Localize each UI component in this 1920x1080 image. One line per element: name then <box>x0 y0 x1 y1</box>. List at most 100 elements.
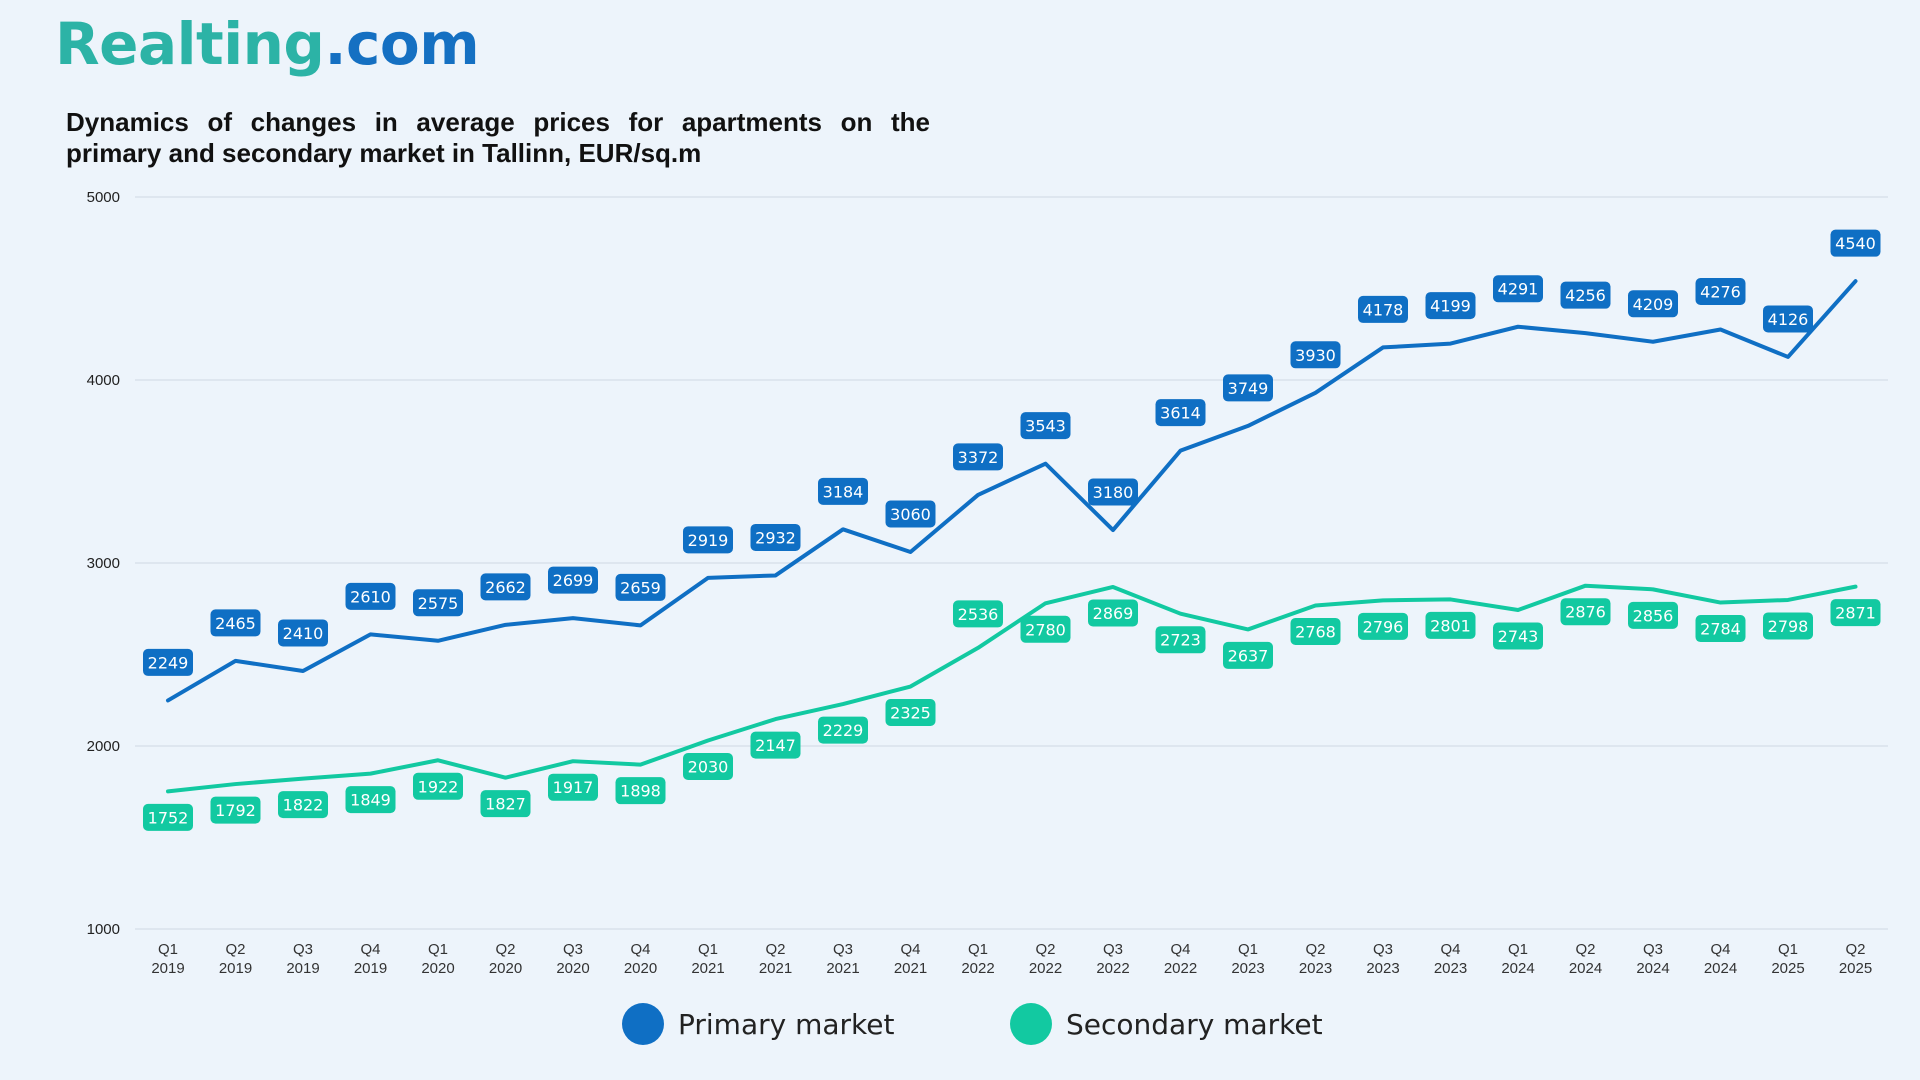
primary-data-label-badge <box>953 443 1003 471</box>
secondary-data-label-badge <box>413 772 463 800</box>
secondary-data-label-badge <box>1493 622 1543 650</box>
secondary-data-label-badge <box>210 796 261 824</box>
secondary-data-label-badge <box>1088 599 1138 627</box>
secondary-data-label-badge <box>143 803 193 831</box>
y-tick-label: 1000 <box>87 921 120 938</box>
x-tick-label: 2025 <box>1771 960 1804 977</box>
primary-data-label: 3614 <box>1160 404 1201 423</box>
x-tick-label: Q4 <box>1170 941 1190 958</box>
x-tick-label: 2021 <box>826 960 859 977</box>
secondary-data-label-badge <box>1290 617 1341 645</box>
x-tick-label: Q4 <box>630 941 650 958</box>
primary-data-label: 2662 <box>485 578 526 597</box>
secondary-data-label-badge <box>1358 612 1408 640</box>
secondary-data-label: 1827 <box>485 795 526 814</box>
x-tick-label: 2024 <box>1704 960 1737 977</box>
secondary-data-label-badge <box>885 699 936 727</box>
primary-data-label-badge <box>345 582 396 610</box>
primary-data-label-badge <box>413 589 463 617</box>
x-tick-label: Q3 <box>1103 941 1123 958</box>
x-tick-label: 2019 <box>286 960 319 977</box>
secondary-data-label-badge <box>1425 611 1476 639</box>
secondary-data-label-badge <box>278 791 328 819</box>
secondary-data-label: 1898 <box>620 782 661 801</box>
secondary-data-label: 1922 <box>418 777 459 796</box>
primary-data-label-badge <box>1830 229 1881 257</box>
secondary-data-label-badge <box>480 790 531 818</box>
secondary-data-label: 2723 <box>1160 631 1201 650</box>
secondary-data-label-badge <box>1763 612 1813 640</box>
realting-logo[interactable]: Realting.com <box>55 10 480 78</box>
primary-data-label-badge <box>885 500 936 528</box>
x-tick-label: Q1 <box>1238 941 1258 958</box>
secondary-data-label-badge <box>1155 626 1206 654</box>
x-tick-label: Q1 <box>1778 941 1798 958</box>
secondary-data-label: 2743 <box>1498 627 1539 646</box>
legend-item-secondary: Secondary market <box>1010 1003 1323 1045</box>
primary-data-label: 3372 <box>958 448 999 467</box>
secondary-data-label: 2637 <box>1228 646 1269 665</box>
x-tick-label: Q2 <box>1305 941 1325 958</box>
primary-market-line <box>166 279 1858 703</box>
logo-text-realting: Realting <box>55 10 325 78</box>
secondary-data-label-badge <box>750 731 801 759</box>
x-tick-label: Q4 <box>1440 941 1460 958</box>
secondary-data-label: 2856 <box>1633 606 1674 625</box>
secondary-data-label: 2801 <box>1430 616 1471 635</box>
x-tick-label: 2020 <box>624 960 657 977</box>
x-tick-label: Q2 <box>1035 941 1055 958</box>
x-tick-label: 2022 <box>961 960 994 977</box>
secondary-data-label: 1792 <box>215 801 256 820</box>
primary-data-label: 2659 <box>620 578 661 597</box>
primary-data-label: 2610 <box>350 587 391 606</box>
secondary-data-label-badge <box>1830 599 1881 627</box>
primary-data-label-badge <box>480 573 531 601</box>
primary-data-label: 4199 <box>1430 297 1471 316</box>
x-tick-label: 2020 <box>421 960 454 977</box>
chart-title: Dynamics of changes in average prices fo… <box>66 107 930 168</box>
x-tick-label: 2022 <box>1096 960 1129 977</box>
y-tick-label: 3000 <box>87 555 120 572</box>
x-tick-label: 2023 <box>1434 960 1467 977</box>
secondary-data-label: 2784 <box>1700 620 1741 639</box>
primary-data-label: 3180 <box>1093 483 1134 502</box>
x-tick-label: 2023 <box>1299 960 1332 977</box>
x-tick-label: 2021 <box>894 960 927 977</box>
primary-data-label: 2919 <box>688 531 729 550</box>
x-tick-label: 2024 <box>1501 960 1534 977</box>
primary-data-label-badge <box>548 566 598 594</box>
x-tick-label: Q1 <box>968 941 988 958</box>
secondary-data-label-badge <box>1223 641 1273 669</box>
secondary-data-label: 2798 <box>1768 617 1809 636</box>
x-tick-label: 2019 <box>151 960 184 977</box>
primary-data-label-badge <box>1020 412 1071 440</box>
primary-data-label-badge <box>1290 341 1341 369</box>
secondary-data-label-badge <box>1628 601 1678 629</box>
logo-text-com: .com <box>324 10 480 78</box>
x-tick-label: 2024 <box>1569 960 1602 977</box>
primary-data-label-badge <box>1695 277 1746 305</box>
x-tick-label: 2021 <box>759 960 792 977</box>
secondary-data-label: 1849 <box>350 791 391 810</box>
y-tick-label: 2000 <box>87 738 120 755</box>
x-tick-label: 2020 <box>489 960 522 977</box>
secondary-data-label: 2780 <box>1025 620 1066 639</box>
x-tick-label: Q2 <box>1575 941 1595 958</box>
primary-data-label-badge <box>1358 295 1408 323</box>
x-tick-label: Q4 <box>1710 941 1730 958</box>
y-tick-label: 5000 <box>87 189 120 206</box>
primary-data-label: 3930 <box>1295 346 1336 365</box>
primary-data-label-badge <box>1088 478 1138 506</box>
x-tick-label: Q2 <box>1845 941 1865 958</box>
primary-data-label: 3543 <box>1025 417 1066 436</box>
primary-data-label-badge <box>615 573 666 601</box>
primary-data-label: 2932 <box>755 528 796 547</box>
legend-item-primary: Primary market <box>622 1003 894 1045</box>
legend-secondary-swatch <box>1010 1003 1052 1045</box>
x-tick-label: Q1 <box>1508 941 1528 958</box>
primary-data-label: 4540 <box>1835 234 1876 253</box>
primary-data-label: 3749 <box>1228 379 1269 398</box>
primary-data-label: 4209 <box>1633 295 1674 314</box>
x-tick-label: Q4 <box>900 941 920 958</box>
